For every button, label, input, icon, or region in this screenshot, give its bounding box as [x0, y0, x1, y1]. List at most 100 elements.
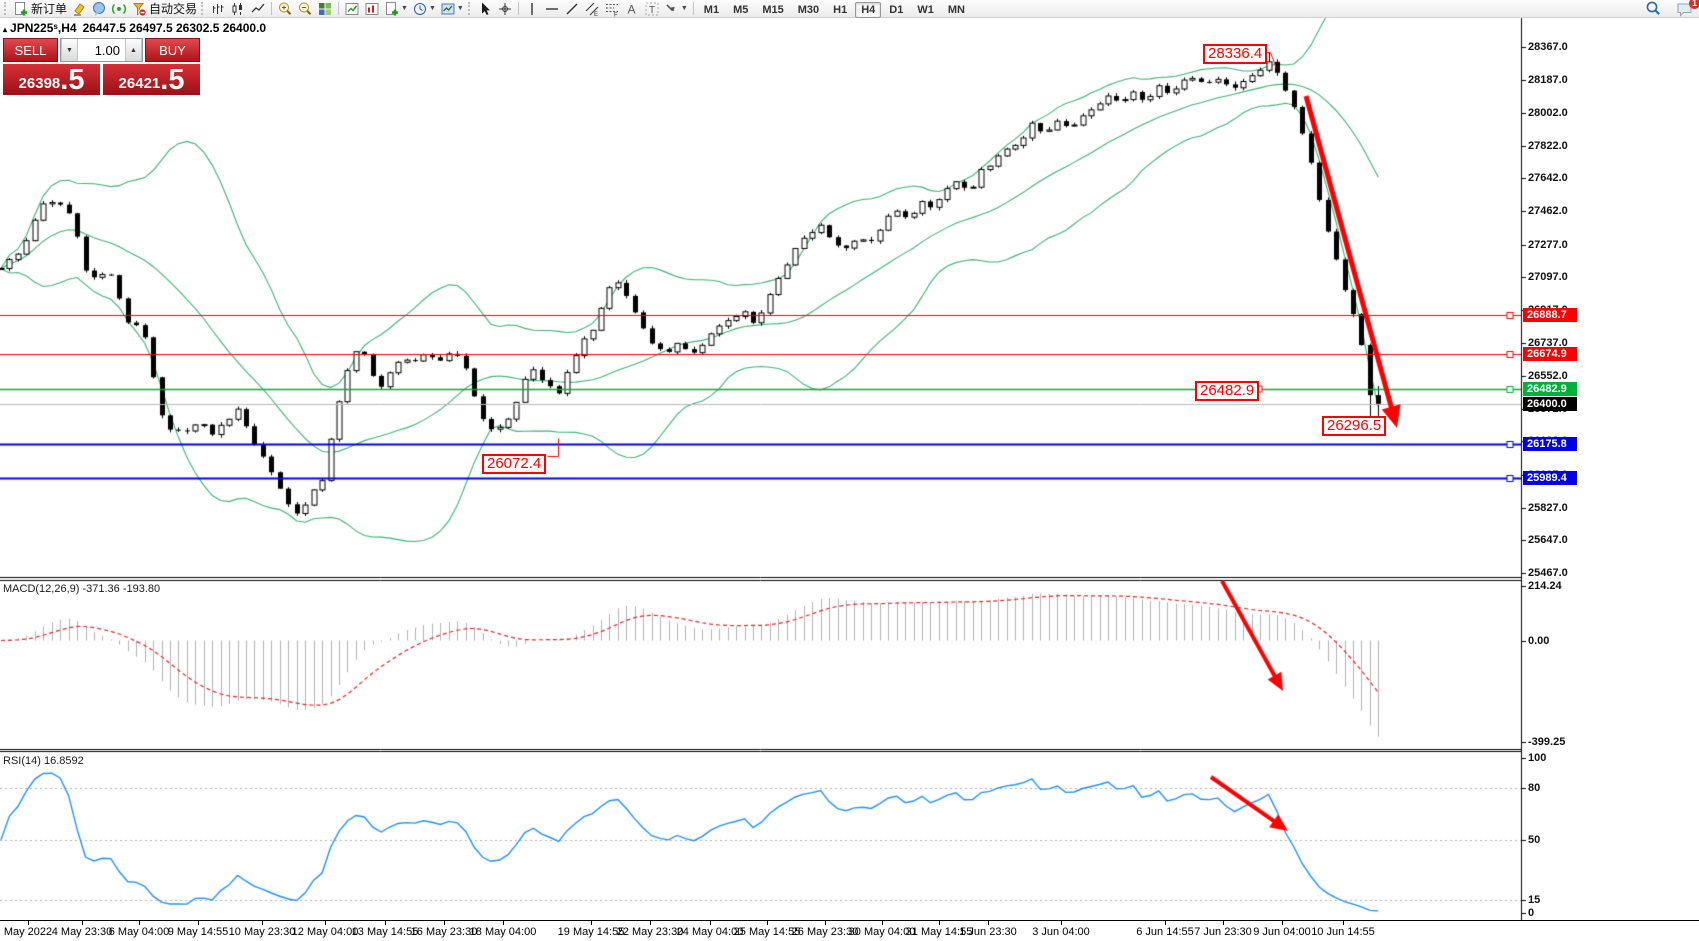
volume-box: ▼ 1.00 ▲: [60, 38, 143, 62]
price-annotation[interactable]: 26296.5: [1322, 416, 1387, 436]
toolbar-separator: [271, 2, 273, 15]
time-axis-tick: [710, 921, 711, 925]
zoom-out-button[interactable]: [295, 0, 315, 18]
cursor-icon: [477, 1, 493, 17]
objects-button[interactable]: [362, 0, 382, 18]
zoom-in-icon: [277, 1, 293, 17]
timeframe-button-M15[interactable]: M15: [762, 3, 784, 16]
rsi-axis-tick: 50: [1528, 833, 1541, 846]
time-axis-label: 9 Jun 04:00: [1253, 926, 1311, 938]
price-axis-tick: 28187.0: [1528, 73, 1568, 86]
price-axis-tick: 27642.0: [1528, 172, 1568, 185]
sell-price-display[interactable]: 26398.5: [3, 64, 100, 95]
timeframe-button-M1[interactable]: M1: [703, 3, 720, 16]
auto-trading-label: 自动交易: [149, 2, 198, 16]
price-line-badge: 26175.8: [1523, 437, 1577, 452]
time-axis-label: 3 Jun 04:00: [1032, 926, 1090, 938]
equidistant-channel-button[interactable]: E: [582, 0, 602, 18]
time-axis-tick: [988, 921, 989, 925]
signal-button[interactable]: [109, 0, 129, 18]
volume-increase-button[interactable]: ▲: [125, 39, 142, 61]
cursor-button[interactable]: [475, 0, 495, 18]
price-axis-tick: 25827.0: [1528, 501, 1568, 514]
macd-value-main: -371.36: [82, 583, 120, 595]
buy-price-display[interactable]: 26421.5: [103, 64, 200, 95]
period-clock-button[interactable]: ▼: [410, 0, 438, 18]
timeframe-button-H4[interactable]: H4: [855, 1, 882, 18]
vertical-line-button[interactable]: [522, 0, 542, 18]
chat-button[interactable]: [89, 0, 109, 18]
time-axis-tick: [650, 921, 651, 925]
new-order-button[interactable]: 新订单: [11, 0, 69, 18]
notifications-button[interactable]: 1: [1674, 0, 1699, 18]
trendline-button[interactable]: [562, 0, 582, 18]
equidistant-channel-icon: E: [584, 1, 600, 17]
timeframe-button-D1[interactable]: D1: [889, 3, 904, 16]
volume-input[interactable]: 1.00: [94, 43, 120, 58]
price-axis-tick: 27822.0: [1528, 139, 1568, 152]
price-annotation[interactable]: 28336.4: [1203, 44, 1268, 64]
tile-windows-button[interactable]: [315, 0, 335, 18]
buy-price-frac: .5: [160, 64, 185, 96]
time-axis-label: 4 May 23:30: [51, 926, 113, 938]
price-annotation[interactable]: 26482.9: [1195, 381, 1260, 401]
timeframe-button-MN[interactable]: MN: [947, 3, 965, 16]
volume-decrease-button[interactable]: ▼: [61, 39, 78, 61]
text-label-button[interactable]: T: [642, 0, 662, 18]
templates-icon: [440, 1, 456, 17]
arrow-tools-icon: [664, 1, 680, 17]
highlighter-button[interactable]: [69, 0, 89, 18]
candlestick-chart-button[interactable]: [228, 0, 248, 18]
macd-axis-tick: 214.24: [1528, 580, 1562, 593]
price-axis-tick: 27097.0: [1528, 271, 1568, 284]
time-axis-tick: [1165, 921, 1166, 925]
time-axis-tick: [444, 921, 445, 925]
crosshair-button[interactable]: [495, 0, 515, 18]
toolbar-separator: [692, 2, 694, 15]
timeframe-button-W1[interactable]: W1: [917, 3, 934, 16]
line-chart-icon: [250, 1, 266, 17]
templates-button[interactable]: ▼: [438, 0, 466, 18]
text-button[interactable]: A: [622, 0, 642, 18]
time-axis-label: 31 May 14:55: [905, 926, 973, 938]
timeframe-button-M5[interactable]: M5: [733, 3, 749, 16]
line-chart-button[interactable]: [248, 0, 268, 18]
price-axis-tick: 27462.0: [1528, 205, 1568, 218]
signal-icon: [111, 1, 127, 17]
add-indicator-button[interactable]: ▼: [382, 0, 410, 18]
buy-button[interactable]: BUY: [145, 38, 200, 62]
bar-chart-button[interactable]: [208, 0, 228, 18]
chat-icon: [91, 1, 107, 17]
time-axis-label: 7 Jun 23:30: [1194, 926, 1252, 938]
time-axis-label: 9 May 14:55: [167, 926, 229, 938]
one-click-trade-panel: SELL ▼ 1.00 ▲ BUY 26398.5 26421.5: [3, 38, 200, 95]
auto-trading-button[interactable]: 自动交易: [129, 0, 199, 18]
sell-button[interactable]: SELL: [3, 38, 58, 62]
time-axis-label: 10 May 23:30: [228, 926, 296, 938]
horizontal-line-button[interactable]: [542, 0, 562, 18]
macd-indicator-label: MACD(12,26,9) -371.36 -193.80: [3, 583, 160, 595]
time-axis-label: 25 May 14:55: [733, 926, 801, 938]
fibonacci-button[interactable]: F: [602, 0, 622, 18]
vertical-line-icon: [524, 1, 540, 17]
arrow-tools-button[interactable]: ▼: [662, 0, 690, 18]
price-axis-tick: 28002.0: [1528, 107, 1568, 120]
price-line-badge: 26400.0: [1523, 396, 1577, 411]
timeframe-button-H1[interactable]: H1: [833, 3, 848, 16]
timeframe-button-M30[interactable]: M30: [797, 3, 820, 16]
clock-icon: [412, 1, 428, 17]
indicators-button[interactable]: [342, 0, 362, 18]
candlestick-chart-icon: [230, 1, 246, 17]
chevron-down-icon: ▼: [401, 5, 408, 12]
rsi-axis-tick: 80: [1528, 781, 1541, 794]
search-button[interactable]: [1643, 0, 1664, 18]
time-axis-tick: [882, 921, 883, 925]
zoom-in-button[interactable]: [275, 0, 295, 18]
svg-text:F: F: [614, 12, 618, 17]
time-axis-tick: [385, 921, 386, 925]
horizontal-line-icon: [544, 1, 560, 17]
toolbar-separator: [338, 2, 340, 15]
price-annotation[interactable]: 26072.4: [482, 454, 547, 474]
tile-windows-icon: [317, 1, 333, 17]
